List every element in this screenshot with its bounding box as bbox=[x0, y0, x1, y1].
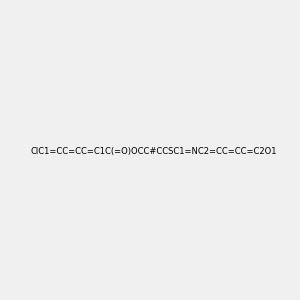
Text: ClC1=CC=CC=C1C(=O)OCC#CCSC1=NC2=CC=CC=C2O1: ClC1=CC=CC=C1C(=O)OCC#CCSC1=NC2=CC=CC=C2… bbox=[31, 147, 277, 156]
